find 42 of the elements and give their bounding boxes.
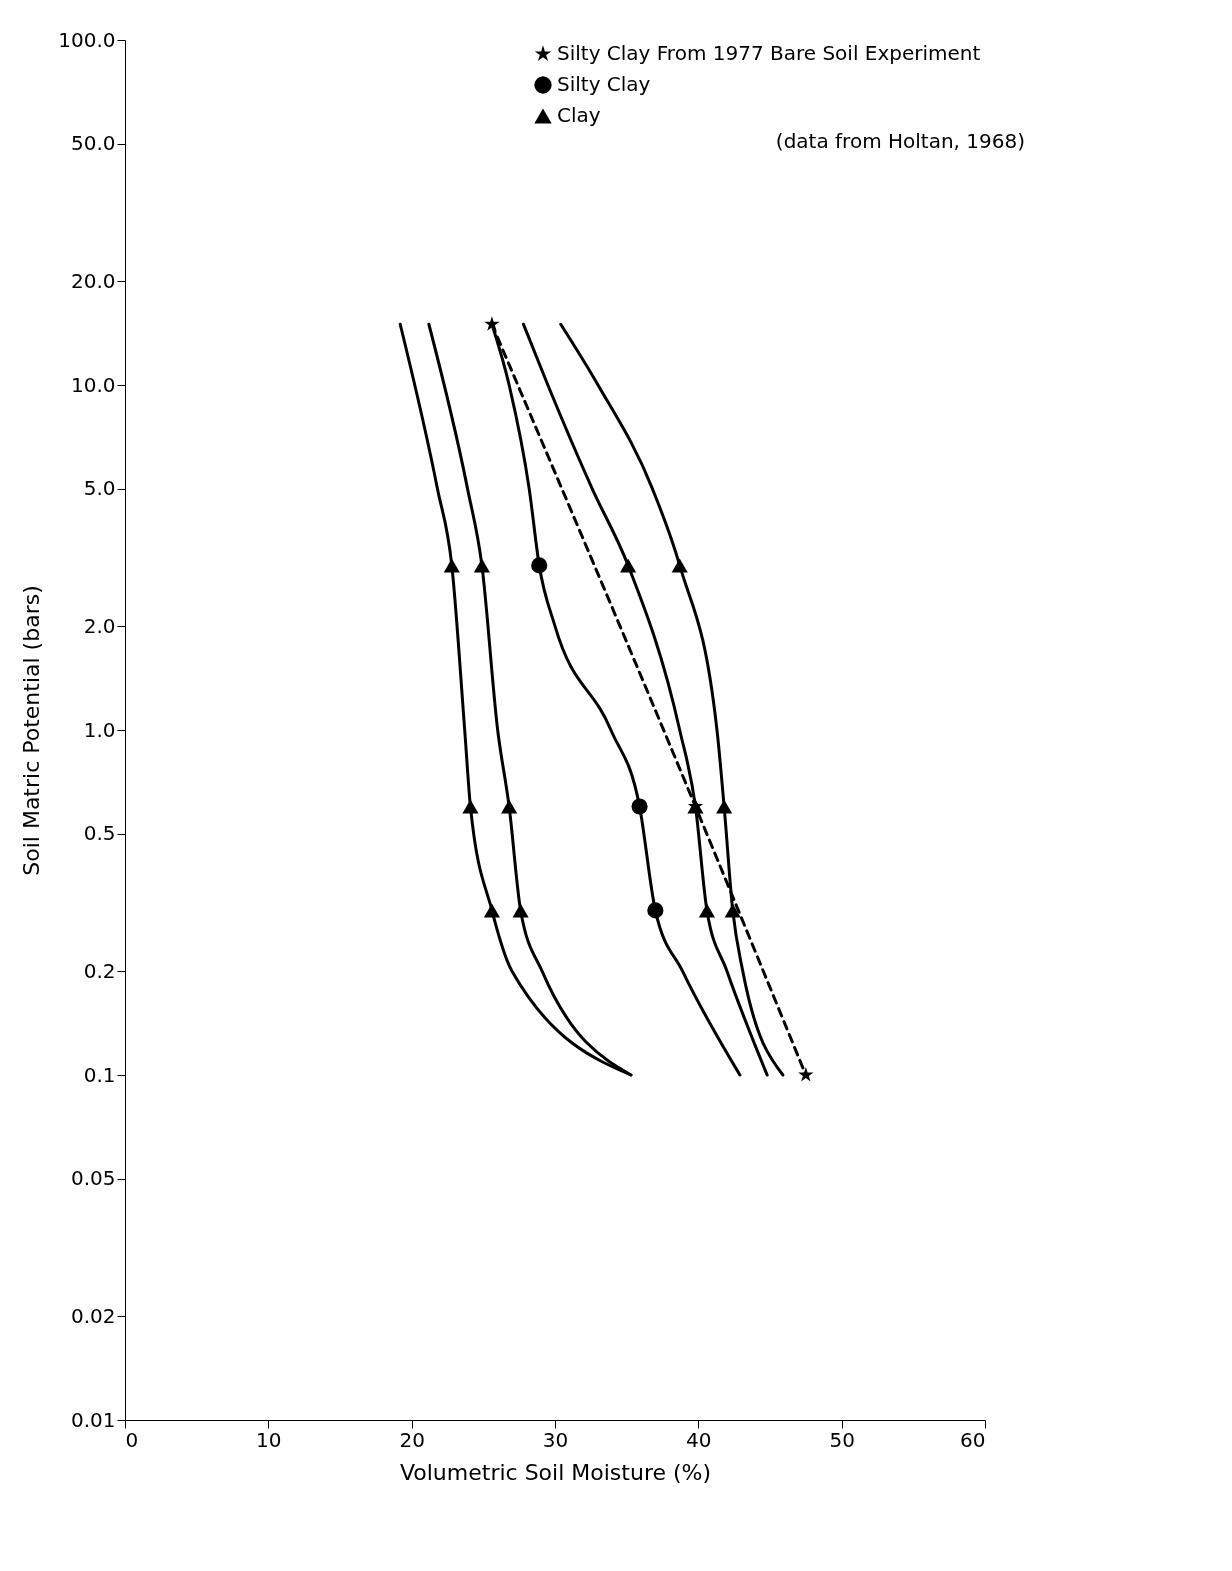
y-tick-label: 10.0	[70, 372, 116, 397]
point	[698, 903, 715, 918]
point	[620, 558, 637, 573]
y-tick-label: 5.0	[83, 476, 116, 501]
x-tick-label: 20	[399, 1427, 425, 1452]
point	[473, 558, 490, 573]
y-tick-label: 0.5	[83, 821, 116, 846]
x-axis-title: Volumetric Soil Moisture (%)	[399, 1459, 712, 1485]
point	[484, 316, 500, 331]
x-tick-label: 60	[960, 1427, 986, 1452]
legend-label: Clay	[557, 103, 601, 127]
point	[512, 903, 529, 918]
y-tick-label: 0.05	[70, 1166, 116, 1191]
point	[631, 798, 648, 815]
point	[462, 799, 479, 814]
y-tick-label: 50.0	[70, 131, 116, 156]
y-tick-label: 100.0	[58, 27, 116, 52]
point	[798, 1066, 814, 1082]
annotation: (data from Holtan, 1968)	[775, 129, 1025, 153]
x-tick-label: 0	[125, 1427, 139, 1452]
y-tick-label: 0.1	[83, 1062, 116, 1087]
x-tick-label: 10	[256, 1427, 282, 1452]
point	[501, 799, 518, 814]
y-tick-label: 0.2	[83, 958, 116, 983]
x-tick-label: 30	[542, 1427, 569, 1452]
y-tick-label: 0.01	[70, 1407, 116, 1432]
point	[531, 557, 548, 574]
legend-label: Silty Clay	[557, 72, 651, 96]
point	[443, 558, 460, 573]
point	[483, 903, 500, 918]
y-tick-label: 0.02	[70, 1303, 116, 1328]
legend-label: Silty Clay From 1977 Bare Soil Experiment	[557, 41, 981, 65]
point	[647, 902, 664, 919]
y-axis-title: Soil Matric Potential (bars)	[19, 585, 45, 876]
point	[724, 903, 741, 918]
point	[671, 558, 688, 573]
point	[716, 799, 733, 814]
x-tick-label: 50	[829, 1427, 855, 1452]
y-tick-label: 20.0	[70, 268, 116, 293]
y-tick-label: 2.0	[83, 613, 116, 638]
x-tick-label: 40	[686, 1427, 712, 1452]
y-tick-label: 1.0	[83, 717, 116, 742]
